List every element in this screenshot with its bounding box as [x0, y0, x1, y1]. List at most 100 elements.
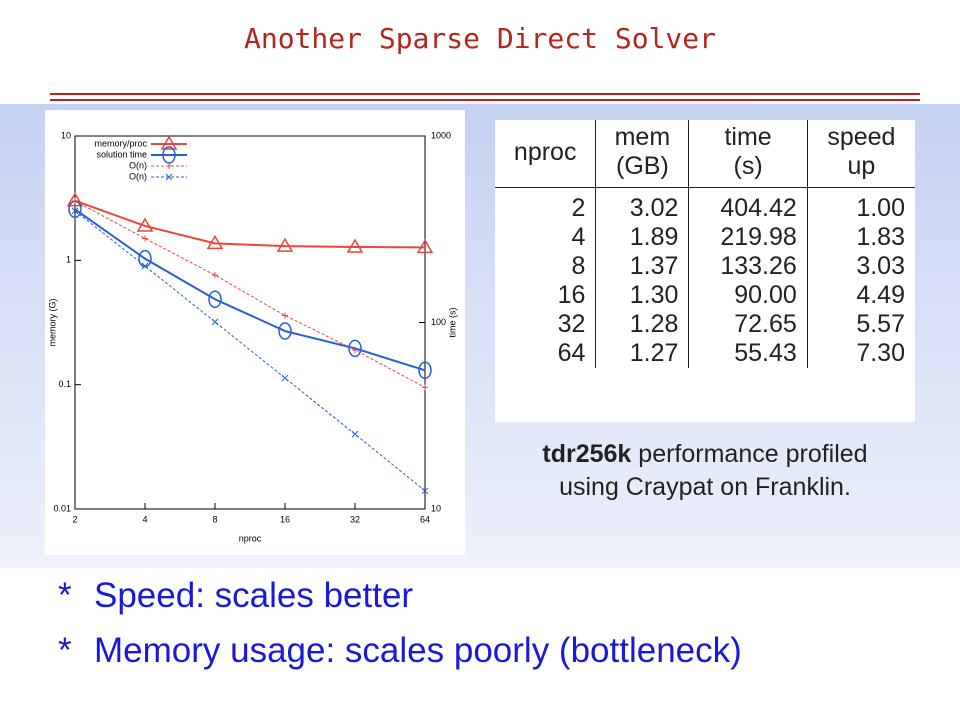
slide-title: Another Sparse Direct Solver	[243, 22, 716, 55]
legend-label: O(n)	[129, 160, 147, 170]
y2-tick-label: 1000	[431, 130, 451, 140]
series-line	[74, 200, 426, 388]
point	[208, 290, 222, 308]
point	[418, 361, 432, 380]
caption-text: performance profiled	[638, 440, 868, 468]
y-tick-label: 1	[66, 255, 71, 265]
table-cell: 55.43	[688, 339, 808, 368]
series-line	[74, 199, 426, 249]
table-cell: 404.42	[688, 187, 808, 223]
point	[416, 238, 434, 254]
x-tick-label: 2	[72, 514, 77, 524]
point	[212, 272, 218, 279]
bullet-text: Speed: scales better	[94, 576, 414, 615]
header-text: speed	[827, 123, 896, 151]
table-cell: 1.37	[595, 252, 689, 281]
header-text: (GB)	[616, 152, 669, 180]
legend-label: solution time	[96, 149, 147, 159]
header-cell: mem (GB)	[595, 120, 689, 188]
point	[141, 262, 149, 270]
table-cell: 3.03	[806, 252, 915, 281]
table-row: 4 1.89 219.98 1.83	[495, 223, 915, 252]
x-tick-label: 64	[420, 514, 430, 524]
series-line	[74, 208, 426, 372]
table-row: 8 1.37 133.26 3.03	[495, 252, 915, 281]
rule	[50, 93, 920, 95]
point	[136, 217, 154, 232]
y-tick-label: 0.1	[58, 379, 71, 389]
table-row: 32 1.28 72.65 5.57	[495, 310, 915, 339]
x-tick-label: 8	[212, 514, 217, 524]
table: nproc mem (GB) time (s) speed up 2 3.02 404.42 1.0…	[495, 120, 915, 368]
table-row: 2 3.02 404.42 1.00	[495, 187, 915, 223]
bullet-marker: *	[58, 631, 72, 670]
bullet: * Speed: scales better	[58, 576, 413, 616]
point	[211, 318, 219, 326]
table-cell: 8	[571, 252, 586, 280]
x-axis-label: nproc	[239, 533, 262, 543]
point	[351, 430, 359, 438]
header-text: up	[847, 152, 876, 180]
point	[71, 207, 79, 215]
table-cell: 219.98	[688, 223, 808, 252]
x-tick-label: 32	[350, 514, 360, 524]
point	[66, 192, 84, 207]
point	[422, 384, 428, 391]
legend-marker	[165, 173, 173, 181]
legend-marker	[166, 163, 172, 169]
legend-marker	[160, 135, 178, 150]
chart: 0.01 0.1 1 10 10 100 1000 2 4 8 16 32 64 nproc memory …	[45, 110, 465, 555]
table-cell: 1.30	[595, 281, 689, 310]
table-cell: 1.28	[595, 310, 689, 339]
table-cell: 1.27	[595, 339, 689, 368]
table-cell: 32	[557, 310, 586, 338]
table-row: 64 1.27 55.43 7.30	[495, 339, 915, 368]
point	[142, 235, 148, 242]
caption-bold: tdr256k	[542, 440, 632, 468]
table-cell: 72.65	[688, 310, 808, 339]
header-cell: nproc	[495, 120, 596, 188]
table-cell: 1.00	[806, 187, 915, 223]
caption-text: using Craypat on Franklin.	[559, 473, 851, 501]
point	[278, 322, 292, 340]
x-tick-label: 16	[280, 514, 290, 524]
chart-background	[45, 110, 465, 555]
table-cell: 3.02	[595, 187, 689, 223]
header-cell: speed up	[806, 120, 915, 188]
header-text: time	[724, 123, 772, 151]
point	[352, 347, 358, 354]
point	[282, 312, 288, 319]
point	[206, 234, 224, 250]
x-tick-label: 4	[142, 514, 147, 524]
legend-label: memory/proc	[94, 138, 147, 148]
rule	[50, 99, 920, 101]
table-box: nproc mem (GB) time (s) speed up 2 3.02 404.42 1.0…	[495, 120, 915, 422]
caption: tdr256k performance profiled using Crayp…	[495, 438, 915, 504]
bullet-marker: *	[58, 576, 72, 615]
table-cell: 4.49	[806, 281, 915, 310]
header-text: mem	[614, 123, 671, 151]
point	[421, 487, 429, 495]
table-cell: 133.26	[688, 252, 808, 281]
header-cell: time (s)	[688, 120, 808, 188]
point	[346, 238, 364, 253]
header-text: (s)	[733, 152, 763, 180]
point	[281, 374, 289, 382]
table-cell: 4	[571, 223, 586, 251]
legend-label: O(n)	[129, 171, 147, 181]
y2-axis-label: time (s)	[447, 308, 457, 338]
header-text: nproc	[513, 137, 577, 166]
bullet-text: Memory usage: scales poorly (bottleneck)	[94, 631, 742, 670]
y-tick-label: 10	[61, 130, 71, 140]
table-cell: 16	[557, 281, 586, 309]
table-row: 16 1.30 90.00 4.49	[495, 281, 915, 310]
table-cell: 7.30	[806, 339, 915, 368]
y2-tick-label: 100	[431, 317, 446, 327]
table-cell: 1.83	[806, 223, 915, 252]
bullet: * Memory usage: scales poorly (bottleneck…	[58, 631, 742, 671]
point	[72, 198, 78, 205]
point	[348, 339, 362, 358]
y-tick-label: 0.01	[53, 503, 71, 513]
y-axis-label: memory (G)	[47, 299, 57, 347]
